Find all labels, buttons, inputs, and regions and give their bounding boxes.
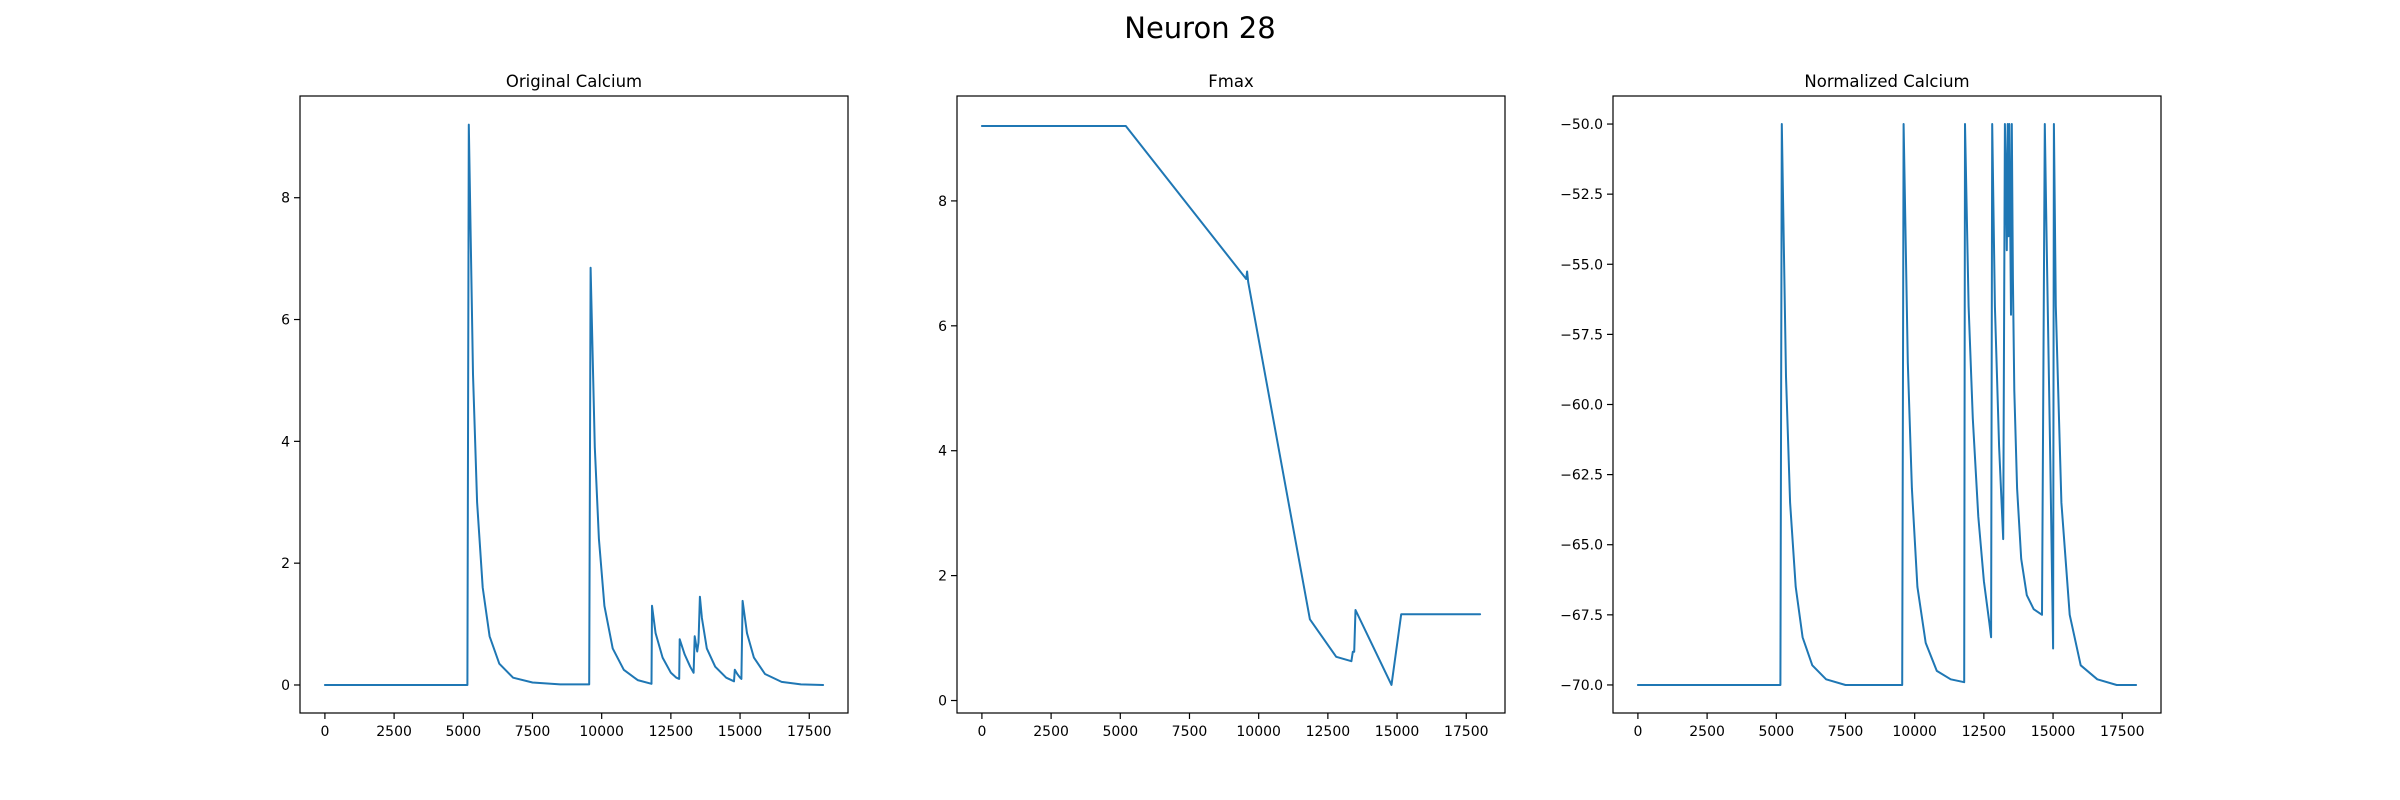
- x-tick-label: 10000: [1892, 724, 1937, 740]
- x-tick-label: 15000: [2031, 724, 2076, 740]
- subplot-fmax: Fmax 0 2500 5000 7500 10000 12500 15000 17500 0 2…: [938, 72, 1506, 740]
- y-tick-label: −70.0: [1560, 678, 1603, 694]
- x-tick-label: 2500: [376, 724, 412, 740]
- x-tick-label: 15000: [718, 724, 763, 740]
- x-tick-label: 0: [1633, 724, 1642, 740]
- y-tick-label: 4: [281, 434, 290, 450]
- x-tick-label: 7500: [515, 724, 551, 740]
- series-line-original-calcium: [323, 123, 825, 686]
- x-tick-label: 0: [977, 724, 986, 740]
- y-tick-label: −67.5: [1560, 608, 1603, 624]
- y-tick-label: −62.5: [1560, 468, 1603, 484]
- y-tick-label: 6: [938, 319, 947, 335]
- x-tick-label: 5000: [1758, 724, 1794, 740]
- x-tick-label: 17500: [1444, 724, 1489, 740]
- x-tick-label: 17500: [2100, 724, 2145, 740]
- series-line-fmax: [980, 125, 1482, 686]
- y-tick-label: −60.0: [1560, 398, 1603, 414]
- x-tick-label: 2500: [1033, 724, 1069, 740]
- figure-suptitle: Neuron 28: [1124, 11, 1275, 45]
- x-tick-label: 15000: [1375, 724, 1420, 740]
- y-tick-label: 6: [281, 313, 290, 329]
- x-tick-label: 5000: [1102, 724, 1138, 740]
- plot-area-normalized-calcium: 0 2500 5000 7500 10000 12500 15000 17500 −50.0 −5…: [1560, 95, 2162, 740]
- y-tick-label: −57.5: [1560, 327, 1603, 343]
- axes-frame-normalized-calcium: [1612, 95, 2162, 714]
- plot-area-fmax: 0 2500 5000 7500 10000 12500 15000 17500 0 2 4 6 8: [938, 95, 1506, 740]
- y-tick-label: −65.0: [1560, 538, 1603, 554]
- subplot-original-calcium: Original Calcium 0 2500 5000 7500 10000 12500…: [281, 72, 849, 740]
- series-line-normalized-calcium: [1636, 123, 2138, 686]
- x-tick-label: 5000: [445, 724, 481, 740]
- subplot-title-original-calcium: Original Calcium: [506, 72, 642, 91]
- y-tick-label: −52.5: [1560, 187, 1603, 203]
- x-tick-label: 12500: [649, 724, 694, 740]
- y-tick-label: −50.0: [1560, 117, 1603, 133]
- x-tick-label: 2500: [1689, 724, 1725, 740]
- subplot-normalized-calcium: Normalized Calcium 0 2500 5000 7500 10000 125…: [1560, 72, 2162, 740]
- y-tick-label: 2: [938, 569, 947, 585]
- x-tick-label: 10000: [1236, 724, 1281, 740]
- y-tick-label: 4: [938, 444, 947, 460]
- y-tick-label: 0: [938, 694, 947, 710]
- x-tick-label: 7500: [1172, 724, 1208, 740]
- x-tick-label: 17500: [787, 724, 832, 740]
- x-tick-label: 10000: [579, 724, 624, 740]
- axes-frame-fmax: [956, 95, 1506, 714]
- subplot-title-fmax: Fmax: [1208, 72, 1254, 91]
- y-tick-label: 8: [938, 194, 947, 210]
- y-tick-label: 0: [281, 678, 290, 694]
- y-tick-label: 8: [281, 191, 290, 207]
- x-tick-label: 12500: [1962, 724, 2007, 740]
- x-tick-label: 0: [320, 724, 329, 740]
- axes-frame-original-calcium: [299, 95, 849, 714]
- x-tick-label: 7500: [1828, 724, 1864, 740]
- plot-area-original-calcium: 0 2500 5000 7500 10000 12500 15000 17500 0 2 4 6 8: [281, 95, 849, 740]
- y-tick-label: −55.0: [1560, 257, 1603, 273]
- y-tick-label: 2: [281, 556, 290, 572]
- subplot-title-normalized-calcium: Normalized Calcium: [1804, 72, 1969, 91]
- x-tick-label: 12500: [1306, 724, 1351, 740]
